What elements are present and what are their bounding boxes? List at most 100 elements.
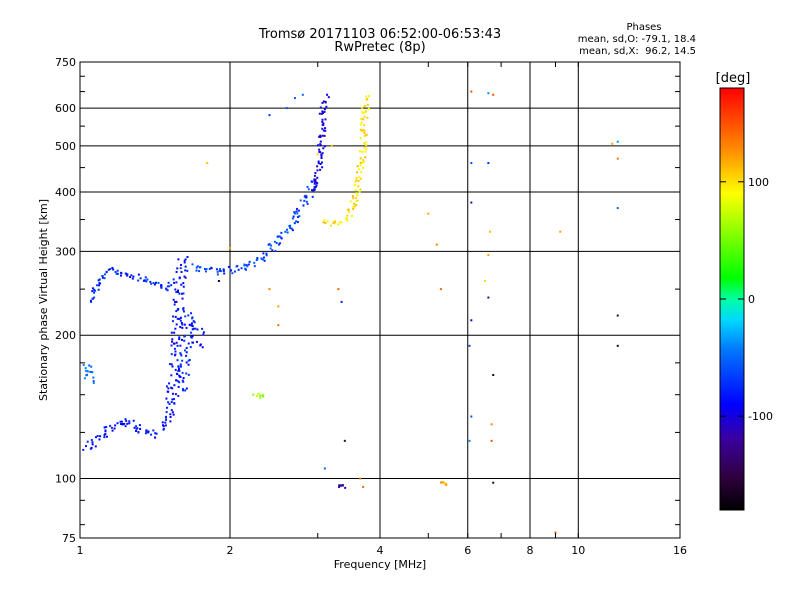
echo-point xyxy=(355,179,358,182)
echo-point xyxy=(470,162,473,165)
echo-point xyxy=(181,323,184,326)
echo-point xyxy=(177,380,180,383)
echo-point xyxy=(179,316,182,319)
echo-point xyxy=(365,144,368,147)
echo-point xyxy=(116,272,119,275)
echo-point xyxy=(169,413,172,416)
echo-point xyxy=(185,351,188,354)
echo-point xyxy=(313,185,316,188)
echo-point xyxy=(318,112,321,115)
echo-point xyxy=(89,299,92,302)
echo-point xyxy=(187,363,190,366)
echo-point xyxy=(110,426,113,429)
echo-point xyxy=(313,174,316,177)
echo-point xyxy=(329,224,332,227)
echo-point xyxy=(177,369,180,372)
y-tick-label: 75 xyxy=(62,532,76,545)
echo-point xyxy=(291,217,294,220)
echo-point xyxy=(179,363,182,366)
echo-point xyxy=(206,162,209,165)
phase-stats-x: mean, sd,X: 96.2, 14.5 xyxy=(579,46,696,57)
echo-point xyxy=(204,270,207,273)
echo-point xyxy=(103,273,106,276)
echo-point xyxy=(98,278,101,281)
echo-point xyxy=(313,188,316,191)
echo-point xyxy=(170,409,173,412)
echo-point xyxy=(349,200,352,203)
echo-point xyxy=(321,134,324,137)
echo-point xyxy=(321,110,324,113)
echo-point xyxy=(324,129,327,132)
echo-point xyxy=(326,93,329,96)
echo-point xyxy=(179,365,182,368)
echo-point xyxy=(149,280,152,283)
echo-point xyxy=(319,136,322,139)
echo-point xyxy=(323,467,326,470)
echo-point xyxy=(346,214,349,217)
echo-point xyxy=(179,267,182,270)
echo-point xyxy=(173,384,176,387)
echo-point xyxy=(171,340,174,343)
echo-point xyxy=(356,171,359,174)
echo-point xyxy=(313,178,316,181)
echo-point xyxy=(190,324,193,327)
echo-point xyxy=(319,134,322,137)
echo-point xyxy=(317,144,320,147)
echo-point xyxy=(188,323,191,326)
echo-point xyxy=(265,254,268,257)
echo-point xyxy=(164,421,167,424)
echo-point xyxy=(350,215,353,218)
echo-point xyxy=(169,416,172,419)
echo-point xyxy=(470,90,473,93)
echo-point xyxy=(112,268,115,271)
colorbar-tick-label: 0 xyxy=(748,293,755,306)
echo-point xyxy=(189,335,192,338)
x-tick-label: 1 xyxy=(77,544,84,557)
echo-point xyxy=(170,374,173,377)
echo-point xyxy=(277,324,280,327)
colorbar-tick-label: 100 xyxy=(748,176,769,189)
echo-point xyxy=(293,211,296,214)
echo-point xyxy=(235,265,238,268)
echo-point xyxy=(442,481,445,484)
echo-point xyxy=(275,242,278,245)
echo-point xyxy=(192,327,195,330)
echo-point xyxy=(352,207,355,210)
echo-point xyxy=(91,287,94,290)
echo-point xyxy=(170,401,173,404)
echo-point xyxy=(85,369,88,372)
echo-point xyxy=(324,101,327,104)
echo-point xyxy=(90,365,93,368)
echo-point xyxy=(199,344,202,347)
echo-point xyxy=(173,354,176,357)
echo-point xyxy=(313,182,316,185)
echo-point xyxy=(182,307,185,310)
echo-point xyxy=(358,150,361,153)
echo-point xyxy=(150,433,153,436)
echo-point xyxy=(152,282,155,285)
echo-point xyxy=(343,439,346,442)
echo-point xyxy=(160,284,163,287)
echo-point xyxy=(101,275,104,278)
echo-point xyxy=(167,390,170,393)
echo-point xyxy=(178,368,181,371)
echo-point xyxy=(109,268,112,271)
echo-point xyxy=(175,270,178,273)
echo-point xyxy=(363,142,366,145)
echo-point xyxy=(262,395,265,398)
echo-point xyxy=(175,310,178,313)
echo-point xyxy=(243,263,246,266)
echo-point xyxy=(286,231,289,234)
echo-point xyxy=(144,276,147,279)
echo-point xyxy=(138,424,141,427)
echo-point xyxy=(175,323,178,326)
echo-point xyxy=(289,227,292,230)
echo-point xyxy=(340,221,343,224)
echo-point xyxy=(367,107,370,110)
echo-point xyxy=(131,277,134,280)
echo-point xyxy=(262,256,265,259)
echo-point xyxy=(98,281,101,284)
echo-point xyxy=(362,112,365,115)
echo-point xyxy=(167,281,170,284)
echo-point xyxy=(484,280,487,283)
